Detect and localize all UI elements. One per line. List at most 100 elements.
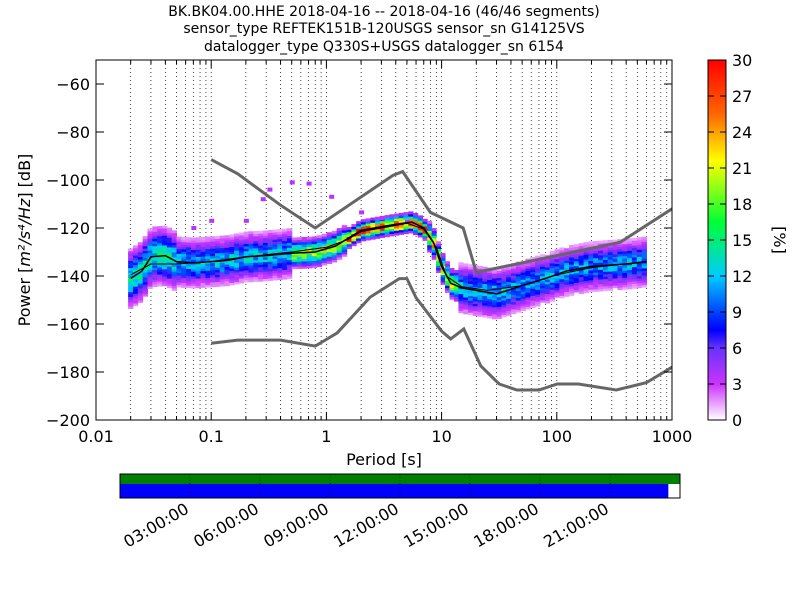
density-cell [311,260,318,264]
density-cell [515,295,522,299]
density-cell [200,280,206,284]
time-tick-label: 09:00:00 [260,499,332,551]
density-cell [238,244,245,248]
density-cell [472,305,479,309]
density-cell [205,279,211,283]
density-cell [496,308,502,312]
density-cell [286,276,293,280]
density-cell [445,287,451,291]
density-cell [253,243,259,246]
density-cell [326,249,333,252]
density-cell [142,262,148,266]
density-cell [602,276,609,280]
density-cell [520,279,526,283]
density-cell [491,294,498,298]
density-cell [132,264,139,268]
density-cell [554,275,560,279]
density-cell [161,264,168,267]
density-cell [535,255,541,259]
density-cell [152,250,158,254]
density-cell [341,244,348,248]
density-cell [166,227,173,231]
density-cell [583,280,589,284]
density-cell [306,243,313,247]
density-cell [422,223,428,227]
density-cell [286,249,293,253]
density-cell [375,219,381,222]
density-cell [440,272,446,276]
density-cell [296,242,303,245]
density-cell [195,254,202,257]
density-cell [171,254,178,258]
density-cell [631,252,638,256]
density-cell [137,259,144,262]
density-cell [515,280,522,284]
density-cell [491,316,498,320]
density-cell [219,240,226,244]
density-cell [128,262,134,266]
density-cell [326,234,333,238]
density-cell [384,217,390,221]
density-cell [219,283,226,287]
density-cell [157,264,163,268]
density-cell [573,277,580,281]
density-cell [128,298,134,302]
density-cell [277,245,283,249]
density-cell [631,285,638,289]
density-cell [627,269,633,273]
density-cell [482,278,488,282]
density-cell [277,233,283,237]
density-cell [458,303,464,307]
density-cell [181,284,187,288]
density-cell [243,262,250,266]
density-cell [458,274,464,278]
density-cell [234,233,240,237]
density-cell [477,306,483,310]
density-cell [286,242,293,246]
density-cell [535,294,541,297]
density-cell [449,275,455,279]
density-cell [365,232,371,236]
density-cell [210,245,216,249]
density-cell [612,249,618,253]
density-cell [137,287,144,291]
density-cell [214,245,221,249]
density-cell [602,288,609,292]
density-cell [544,291,551,294]
density-cell [622,250,628,254]
density-cell [612,277,618,281]
density-cell [272,234,278,238]
density-cell [282,233,288,237]
density-cell [520,286,526,290]
density-cell [331,230,338,234]
density-cell [412,217,419,221]
density-cell [229,265,235,269]
density-cell [171,261,178,265]
density-cell [622,282,628,286]
density-cell [346,229,352,233]
density-cell [472,281,479,285]
model-curves [130,158,672,392]
density-cell [627,274,633,278]
density-cell [210,236,216,240]
density-cell [176,272,182,276]
density-cell [262,252,269,255]
density-cell [458,293,464,297]
density-cell [612,273,618,277]
density-cell [157,235,163,239]
density-cell [379,227,386,231]
density-cell [157,276,163,280]
density-cell [453,289,459,293]
density-cell [496,289,502,293]
density-cell [205,275,211,278]
density-cell [229,239,235,243]
density-cell [321,255,328,259]
density-cell [593,279,599,283]
density-cell [496,279,502,283]
density-cell [482,281,488,284]
density-cell [458,300,464,304]
density-cell [394,213,400,217]
density-cell [559,249,565,253]
density-cell [147,266,153,270]
density-cell [559,290,565,294]
